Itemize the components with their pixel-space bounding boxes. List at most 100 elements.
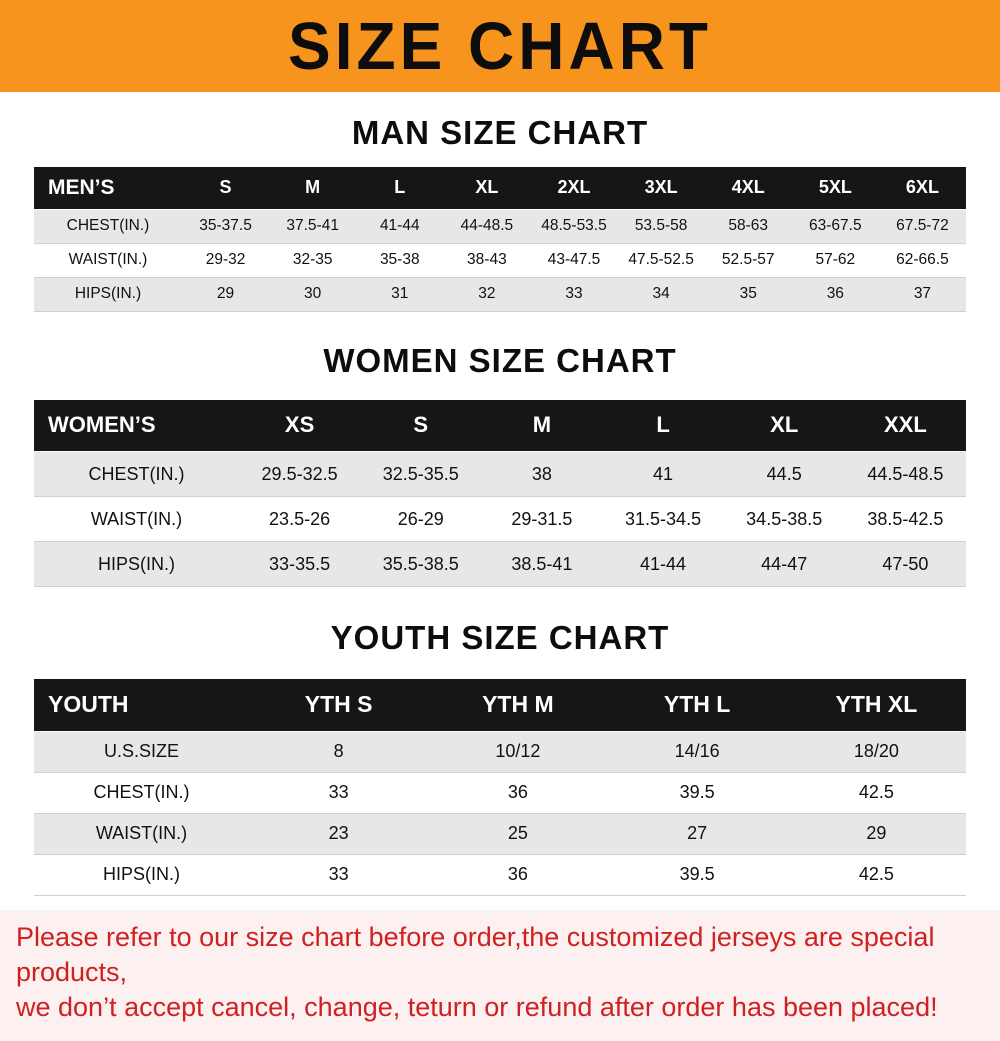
table-row: CHEST(IN.) 29.5-32.5 32.5-35.5 38 41 44.5 44.5… xyxy=(34,451,966,497)
men-chart-heading: MAN SIZE CHART xyxy=(351,114,649,151)
banner: SIZE CHART xyxy=(0,0,1000,92)
size-header-cell: L xyxy=(602,399,724,452)
measurement-value-cell: 27 xyxy=(607,812,787,855)
size-header-cell: 3XL xyxy=(617,167,705,209)
table-row: HIPS(IN.) 33-35.5 35.5-38.5 38.5-41 41-44 44-… xyxy=(34,541,966,587)
measurement-value-cell: 39.5 xyxy=(607,771,787,814)
youth-size-chart-section: YOUTH SIZE CHART YOUTH YTH S YTH M YTH L YTH… xyxy=(0,587,1000,896)
table-row: CHEST(IN.) 33 36 39.5 42.5 xyxy=(34,771,966,814)
table-row: HIPS(IN.) 29 30 31 32 33 34 35 36 37 xyxy=(34,276,966,312)
measurement-label-cell: CHEST(IN.) xyxy=(34,771,249,814)
measurement-value-cell: 34.5-38.5 xyxy=(723,496,845,542)
measurement-value-cell: 62-66.5 xyxy=(878,242,966,278)
table-header-row: YOUTH YTH S YTH M YTH L YTH XL xyxy=(34,679,966,731)
size-header-cell: 4XL xyxy=(704,167,792,209)
measurement-value-cell: 25 xyxy=(428,812,608,855)
men-size-table: MEN’S S M L XL 2XL 3XL 4XL 5XL 6XL CHEST(IN.) 35-37… xyxy=(34,167,966,312)
measurement-value-cell: 23 xyxy=(249,812,429,855)
measurement-value-cell: 38-43 xyxy=(443,242,531,278)
measurement-label-cell: CHEST(IN.) xyxy=(34,208,182,244)
table-row: U.S.SIZE 8 10/12 14/16 18/20 xyxy=(34,730,966,773)
measurement-value-cell: 44-47 xyxy=(723,541,845,587)
measurement-value-cell: 41 xyxy=(602,451,724,497)
size-header-cell: XXL xyxy=(844,399,966,452)
measurement-value-cell: 63-67.5 xyxy=(791,208,879,244)
measurement-value-cell: 42.5 xyxy=(786,771,966,814)
measurement-value-cell: 33 xyxy=(249,853,429,896)
table-title-cell: MEN’S xyxy=(34,167,182,209)
notice-line-2: we don’t accept cancel, change, teturn o… xyxy=(16,991,938,1022)
size-header-cell: 6XL xyxy=(878,167,966,209)
table-title-cell: YOUTH xyxy=(34,679,249,731)
measurement-label-cell: HIPS(IN.) xyxy=(34,853,249,896)
table-row: WAIST(IN.) 23.5-26 26-29 29-31.5 31.5-34.5 34… xyxy=(34,496,966,542)
men-size-chart-section: MAN SIZE CHART MEN’S S M L XL 2XL 3XL 4XL 5XL 6XL… xyxy=(0,92,1000,312)
measurement-value-cell: 33 xyxy=(249,771,429,814)
table-title-cell: WOMEN’S xyxy=(34,399,239,452)
measurement-value-cell: 57-62 xyxy=(791,242,879,278)
measurement-value-cell: 32-35 xyxy=(269,242,357,278)
measurement-value-cell: 67.5-72 xyxy=(878,208,966,244)
measurement-value-cell: 58-63 xyxy=(704,208,792,244)
measurement-value-cell: 29-31.5 xyxy=(481,496,603,542)
measurement-label-cell: HIPS(IN.) xyxy=(34,276,182,312)
measurement-value-cell: 31 xyxy=(356,276,444,312)
measurement-value-cell: 44.5 xyxy=(723,451,845,497)
measurement-value-cell: 52.5-57 xyxy=(704,242,792,278)
measurement-value-cell: 36 xyxy=(428,771,608,814)
measurement-value-cell: 35 xyxy=(704,276,792,312)
size-header-cell: M xyxy=(481,399,603,452)
size-header-cell: L xyxy=(356,167,444,209)
measurement-value-cell: 23.5-26 xyxy=(239,496,361,542)
size-header-cell: S xyxy=(360,399,482,452)
size-header-cell: YTH L xyxy=(607,679,787,731)
table-row: CHEST(IN.) 35-37.5 37.5-41 41-44 44-48.5 48.5… xyxy=(34,208,966,244)
notice-line-1: Please refer to our size chart before or… xyxy=(16,921,935,987)
size-header-cell: XL xyxy=(443,167,531,209)
measurement-value-cell: 44-48.5 xyxy=(443,208,531,244)
measurement-value-cell: 33-35.5 xyxy=(239,541,361,587)
women-size-table: WOMEN’S XS S M L XL XXL CHEST(IN.) 29.5-32.5 32.5… xyxy=(34,399,966,587)
measurement-value-cell: 38 xyxy=(481,451,603,497)
size-header-cell: YTH M xyxy=(428,679,608,731)
measurement-value-cell: 37 xyxy=(878,276,966,312)
measurement-value-cell: 53.5-58 xyxy=(617,208,705,244)
measurement-value-cell: 41-44 xyxy=(356,208,444,244)
measurement-value-cell: 33 xyxy=(530,276,618,312)
table-row: WAIST(IN.) 29-32 32-35 35-38 38-43 43-47.5 47.… xyxy=(34,242,966,278)
measurement-label-cell: WAIST(IN.) xyxy=(34,812,249,855)
measurement-value-cell: 48.5-53.5 xyxy=(530,208,618,244)
measurement-value-cell: 39.5 xyxy=(607,853,787,896)
measurement-value-cell: 43-47.5 xyxy=(530,242,618,278)
size-header-cell: M xyxy=(269,167,357,209)
size-header-cell: 5XL xyxy=(791,167,879,209)
measurement-value-cell: 32 xyxy=(443,276,531,312)
measurement-label-cell: WAIST(IN.) xyxy=(34,496,239,542)
measurement-value-cell: 34 xyxy=(617,276,705,312)
measurement-value-cell: 31.5-34.5 xyxy=(602,496,724,542)
women-size-chart-section: WOMEN SIZE CHART WOMEN’S XS S M L XL XXL CHEST(… xyxy=(0,312,1000,587)
measurement-value-cell: 14/16 xyxy=(607,730,787,773)
order-notice: Please refer to our size chart before or… xyxy=(0,909,1000,1041)
size-header-cell: YTH XL xyxy=(786,679,966,731)
measurement-value-cell: 29-32 xyxy=(182,242,270,278)
measurement-value-cell: 29 xyxy=(182,276,270,312)
measurement-label-cell: HIPS(IN.) xyxy=(34,541,239,587)
measurement-value-cell: 38.5-42.5 xyxy=(844,496,966,542)
measurement-value-cell: 32.5-35.5 xyxy=(360,451,482,497)
measurement-value-cell: 41-44 xyxy=(602,541,724,587)
size-header-cell: XS xyxy=(239,399,361,452)
measurement-value-cell: 47.5-52.5 xyxy=(617,242,705,278)
table-header-row: MEN’S S M L XL 2XL 3XL 4XL 5XL 6XL xyxy=(34,167,966,209)
measurement-value-cell: 44.5-48.5 xyxy=(844,451,966,497)
measurement-value-cell: 37.5-41 xyxy=(269,208,357,244)
measurement-value-cell: 29.5-32.5 xyxy=(239,451,361,497)
measurement-value-cell: 18/20 xyxy=(786,730,966,773)
measurement-value-cell: 26-29 xyxy=(360,496,482,542)
measurement-value-cell: 35-37.5 xyxy=(182,208,270,244)
table-row: WAIST(IN.) 23 25 27 29 xyxy=(34,812,966,855)
size-header-cell: YTH S xyxy=(249,679,429,731)
measurement-value-cell: 47-50 xyxy=(844,541,966,587)
measurement-value-cell: 38.5-41 xyxy=(481,541,603,587)
